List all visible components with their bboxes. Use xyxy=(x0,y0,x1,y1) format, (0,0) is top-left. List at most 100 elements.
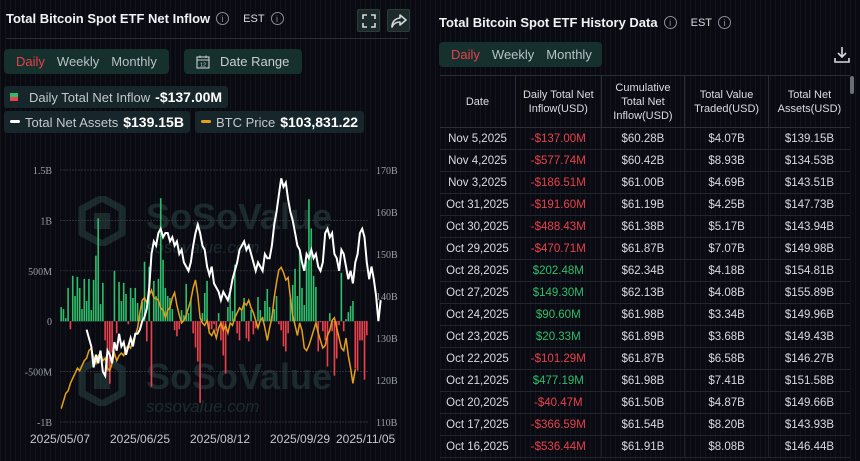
inflow-bar[interactable] xyxy=(141,302,144,322)
legend-assets[interactable]: Total Net Assets $139.15B xyxy=(4,111,190,133)
inflow-bar[interactable] xyxy=(139,315,141,322)
inflow-bar[interactable] xyxy=(136,303,139,322)
inflow-bar[interactable] xyxy=(273,309,276,322)
inflow-bar[interactable] xyxy=(164,287,167,322)
inflow-bar[interactable] xyxy=(106,321,109,372)
inflow-bar[interactable] xyxy=(134,287,137,322)
inflow-bar[interactable] xyxy=(169,298,171,322)
inflow-bar[interactable] xyxy=(238,321,241,341)
inflow-bar[interactable] xyxy=(74,296,76,322)
inflow-bar[interactable] xyxy=(125,293,127,322)
inflow-bar[interactable] xyxy=(196,321,199,362)
inflow-bar[interactable] xyxy=(291,284,294,322)
inflow-bar[interactable] xyxy=(310,228,313,322)
table-scrollbar[interactable] xyxy=(850,76,854,94)
inflow-bar[interactable] xyxy=(194,321,197,348)
inflow-bar[interactable] xyxy=(287,321,289,334)
inflow-bar[interactable] xyxy=(115,321,118,334)
table-tab-monthly[interactable]: Monthly xyxy=(546,47,592,62)
inflow-bar[interactable] xyxy=(266,288,269,322)
tab-weekly[interactable]: Weekly xyxy=(56,54,100,69)
tab-monthly[interactable]: Monthly xyxy=(111,54,157,69)
inflow-bar[interactable] xyxy=(319,321,322,323)
inflow-bar[interactable] xyxy=(113,270,116,322)
table-tab-weekly[interactable]: Weekly xyxy=(491,47,535,62)
date-range-button[interactable]: 12 Date Range xyxy=(184,49,302,74)
inflow-bar[interactable] xyxy=(99,304,102,322)
inflow-bar[interactable] xyxy=(361,321,364,341)
table-row[interactable]: Oct 21,2025 $477.19M $61.98B $7.41B $151.58B xyxy=(440,369,850,392)
table-row[interactable]: Nov 5,2025 -$137.00M $60.28B $4.07B $139.15B xyxy=(440,127,850,150)
inflow-bar[interactable] xyxy=(62,309,65,322)
download-icon[interactable] xyxy=(834,46,850,64)
inflow-bar[interactable] xyxy=(322,321,324,332)
inflow-bar[interactable] xyxy=(152,280,155,322)
inflow-bar[interactable] xyxy=(217,313,220,322)
timezone-info-icon[interactable]: i xyxy=(270,12,284,25)
inflow-bar[interactable] xyxy=(245,321,248,339)
inflow-bar[interactable] xyxy=(340,272,343,322)
inflow-bar[interactable] xyxy=(210,321,213,330)
inflow-bar[interactable] xyxy=(275,296,278,322)
inflow-bar[interactable] xyxy=(342,321,345,332)
inflow-bar[interactable] xyxy=(176,321,178,337)
inflow-bar[interactable] xyxy=(338,321,340,326)
inflow-bar[interactable] xyxy=(240,311,243,322)
table-row[interactable]: Oct 28,2025 $202.48M $62.34B $4.18B $154.81B xyxy=(440,259,850,282)
inflow-bar[interactable] xyxy=(220,321,222,341)
inflow-bar[interactable] xyxy=(294,268,296,322)
inflow-bar[interactable] xyxy=(259,310,262,322)
table-row[interactable]: Oct 22,2025 -$101.29M $61.87B $6.58B $146.27… xyxy=(440,347,850,370)
inflow-bar[interactable] xyxy=(335,321,338,359)
inflow-bar[interactable] xyxy=(69,321,72,330)
table-row[interactable]: Nov 3,2025 -$186.51M $61.00B $4.69B $143.51B xyxy=(440,171,850,194)
table-row[interactable]: Oct 31,2025 -$191.60M $61.19B $4.25B $147.73… xyxy=(440,193,850,216)
inflow-bar[interactable] xyxy=(326,321,329,367)
inflow-bar[interactable] xyxy=(67,287,69,322)
inflow-bar[interactable] xyxy=(234,264,236,322)
fullscreen-button[interactable] xyxy=(357,9,380,32)
inflow-bar[interactable] xyxy=(129,287,132,322)
inflow-bar[interactable] xyxy=(83,278,86,322)
inflow-bar[interactable] xyxy=(354,321,357,369)
legend-btc[interactable]: BTC Price $103,831.22 xyxy=(195,111,365,133)
inflow-bar[interactable] xyxy=(215,321,218,332)
inflow-bar[interactable] xyxy=(132,298,134,322)
legend-inflow[interactable]: Daily Total Net Inflow -$137.00M xyxy=(4,86,229,108)
col-date[interactable]: Date xyxy=(440,75,516,128)
inflow-bar[interactable] xyxy=(264,301,266,322)
inflow-bar[interactable] xyxy=(236,321,238,334)
inflow-bar[interactable] xyxy=(159,198,162,322)
table-row[interactable]: Oct 30,2025 -$488.43M $61.38B $5.17B $143.94… xyxy=(440,215,850,238)
inflow-bar[interactable] xyxy=(150,321,153,387)
tab-daily[interactable]: Daily xyxy=(16,54,45,69)
net-inflow-chart[interactable]: -1B -500M 0 500M 1B 1.5B 110B 120B 130B 140B 150B 1… xyxy=(0,150,420,450)
inflow-bar[interactable] xyxy=(190,300,192,322)
col-cumulative[interactable]: Cumulative Total Net Inflow(USD) xyxy=(601,75,686,128)
inflow-bar[interactable] xyxy=(203,292,206,322)
inflow-bar[interactable] xyxy=(305,260,308,322)
inflow-bar[interactable] xyxy=(127,321,130,325)
inflow-bar[interactable] xyxy=(192,321,194,334)
table-tab-daily[interactable]: Daily xyxy=(451,47,480,62)
inflow-bar[interactable] xyxy=(201,313,204,322)
inflow-bar[interactable] xyxy=(252,321,255,335)
col-net-assets[interactable]: Total Net Assets(USD) xyxy=(777,88,842,115)
inflow-bar[interactable] xyxy=(347,312,350,322)
inflow-bar[interactable] xyxy=(85,301,88,322)
table-row[interactable]: Nov 4,2025 -$577.74M $60.42B $8.93B $134.53B xyxy=(440,149,850,172)
inflow-bar[interactable] xyxy=(88,278,90,322)
inflow-bar[interactable] xyxy=(146,321,148,342)
inflow-bar[interactable] xyxy=(102,282,104,322)
inflow-bar[interactable] xyxy=(352,301,354,322)
inflow-bar[interactable] xyxy=(349,306,352,322)
inflow-bar[interactable] xyxy=(363,321,366,380)
inflow-bar[interactable] xyxy=(296,296,299,322)
inflow-bar[interactable] xyxy=(180,310,183,322)
table-row[interactable]: Oct 16,2025 -$536.44M $61.91B $8.08B $146.44… xyxy=(440,435,850,458)
share-button[interactable] xyxy=(387,9,410,32)
inflow-bar[interactable] xyxy=(254,321,257,329)
inflow-bar[interactable] xyxy=(155,296,157,322)
inflow-bar[interactable] xyxy=(280,321,282,331)
table-row[interactable]: Oct 27,2025 $149.30M $62.13B $4.08B $155.89B xyxy=(440,281,850,304)
